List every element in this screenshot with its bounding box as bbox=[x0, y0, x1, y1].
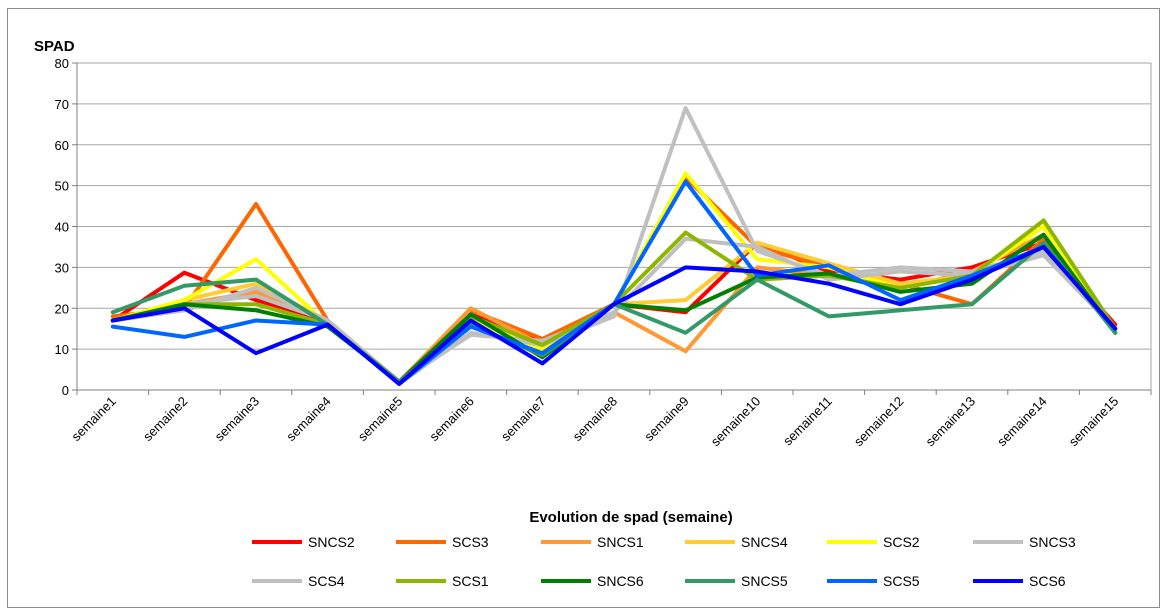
y-tick-label: 30 bbox=[55, 260, 69, 275]
gridlines bbox=[77, 62, 1151, 350]
legend: SNCS2 SCS3 SNCS1 SNCS4 SCS2 SNCS3 SCS4 SCS1 SNCS… bbox=[252, 534, 1076, 589]
legend-label: SCS4 bbox=[308, 573, 345, 589]
legend-label: SNCS1 bbox=[597, 534, 644, 550]
y-tick-label: 50 bbox=[55, 179, 69, 194]
legend-label: SNCS6 bbox=[597, 573, 644, 589]
x-tick-label: semaine3 bbox=[212, 394, 262, 444]
x-tick-label: semaine1 bbox=[68, 394, 118, 444]
series-line-scs6 bbox=[110, 244, 1118, 386]
chart-frame: 0 10 20 30 40 50 60 70 80 semaine1 semaine2 semaine… bbox=[7, 8, 1160, 608]
legend-label: SNCS2 bbox=[308, 534, 355, 550]
axes bbox=[72, 62, 1152, 395]
x-tick-label: semaine12 bbox=[851, 394, 907, 450]
y-axis-title: SPAD bbox=[34, 38, 75, 55]
y-tick-label: 10 bbox=[55, 342, 69, 357]
y-tick-label: 70 bbox=[55, 97, 69, 112]
x-tick-label: semaine5 bbox=[355, 394, 405, 444]
y-tick-label: 40 bbox=[55, 220, 69, 235]
x-tick-label: semaine8 bbox=[570, 394, 620, 444]
x-tick-label: semaine6 bbox=[426, 394, 476, 444]
series-line-sncs3 bbox=[110, 106, 1118, 386]
y-tick-label: 0 bbox=[62, 383, 69, 398]
x-tick-label: semaine15 bbox=[1066, 394, 1122, 450]
legend-label: SNCS4 bbox=[741, 534, 788, 550]
series-lines bbox=[110, 106, 1118, 386]
x-tick-label: semaine10 bbox=[708, 394, 764, 450]
legend-title: Evolution de spad (semaine) bbox=[529, 509, 732, 526]
legend-label: SNCS3 bbox=[1029, 534, 1076, 550]
x-tick-label: semaine7 bbox=[498, 394, 548, 444]
y-tick-label: 80 bbox=[55, 56, 69, 71]
x-tick-label: semaine14 bbox=[994, 394, 1050, 450]
line-chart: 0 10 20 30 40 50 60 70 80 semaine1 semaine2 semaine… bbox=[34, 38, 1152, 589]
series-line-scs4 bbox=[110, 236, 1118, 384]
legend-label: SCS2 bbox=[883, 534, 920, 550]
legend-label: SNCS5 bbox=[741, 573, 788, 589]
y-tick-label: 60 bbox=[55, 138, 69, 153]
y-tick-label: 20 bbox=[55, 301, 69, 316]
x-tick-label: semaine4 bbox=[283, 394, 333, 444]
x-tick-label: semaine2 bbox=[140, 394, 190, 444]
x-tick-label: semaine11 bbox=[780, 394, 835, 449]
x-tick-label: semaine13 bbox=[923, 394, 979, 450]
legend-label: SCS3 bbox=[452, 534, 489, 550]
legend-label: SCS5 bbox=[883, 573, 920, 589]
legend-label: SCS6 bbox=[1029, 573, 1066, 589]
legend-label: SCS1 bbox=[452, 573, 489, 589]
x-tick-label: semaine9 bbox=[641, 394, 691, 444]
